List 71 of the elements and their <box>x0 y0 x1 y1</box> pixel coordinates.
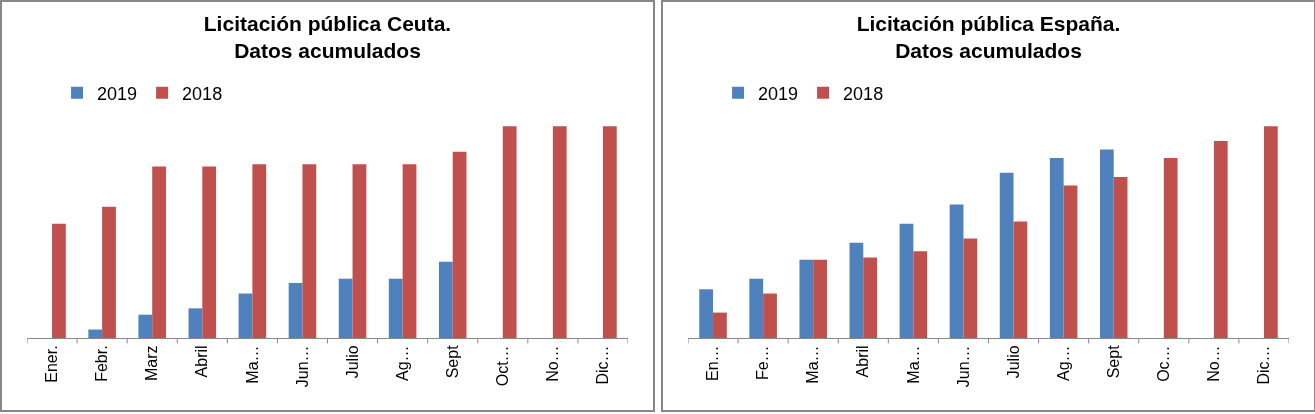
bar <box>438 261 453 338</box>
legend-label: 2019 <box>758 83 799 104</box>
bar <box>88 329 103 338</box>
x-tick-label: Jun… <box>954 345 972 388</box>
bar <box>699 289 714 338</box>
bar <box>288 282 303 338</box>
bar <box>813 259 827 338</box>
x-tick-label: Sept <box>443 344 461 379</box>
bar <box>963 238 978 338</box>
x-tick-label: Ma… <box>904 345 922 384</box>
bar <box>1263 126 1278 338</box>
x-tick-label: Abril <box>193 345 211 378</box>
bar <box>238 293 253 338</box>
x-tick-label: No… <box>1205 345 1223 382</box>
x-tick-label: Ma… <box>804 345 822 384</box>
x-tick-label: No… <box>544 345 562 382</box>
bar <box>452 151 467 338</box>
bar <box>302 164 317 338</box>
x-tick-label: Oc… <box>1154 345 1172 382</box>
bar <box>338 278 353 338</box>
bar <box>899 223 914 338</box>
bar <box>388 278 403 338</box>
bar <box>1163 158 1178 338</box>
bar <box>949 204 964 338</box>
bar <box>552 126 567 338</box>
bar <box>749 278 764 338</box>
chart-title: Licitación pública Ceuta. Datos acumulados <box>203 11 452 62</box>
x-tick-label: Sept <box>1104 344 1122 379</box>
bar <box>152 166 166 338</box>
x-tick-label: Febr. <box>93 345 111 382</box>
bar <box>1013 221 1028 338</box>
bar <box>1213 141 1228 338</box>
bar <box>52 223 66 338</box>
bar <box>188 308 203 338</box>
bar <box>1099 149 1114 338</box>
x-tick-label: Ma… <box>243 345 261 384</box>
x-tick-label: Dic… <box>594 345 612 385</box>
legend-label: 2019 <box>97 83 138 104</box>
bar <box>763 293 777 338</box>
x-tick-label: Abril <box>854 345 872 378</box>
bar <box>1049 158 1064 338</box>
bar <box>202 166 217 338</box>
x-tick-label: Julio <box>1004 345 1022 379</box>
chart-title: Licitación pública España. Datos acumulados <box>856 11 1121 62</box>
bar <box>863 257 878 338</box>
legend-label: 2018 <box>182 83 223 104</box>
bar <box>602 126 617 338</box>
bar <box>849 242 864 338</box>
legend-label: 2018 <box>843 83 884 104</box>
bar <box>1063 185 1078 338</box>
x-tick-label: Fe… <box>754 345 772 381</box>
bar <box>913 251 928 338</box>
x-tick-label: Ag… <box>1054 345 1072 381</box>
bar <box>252 164 267 338</box>
bar <box>138 314 153 338</box>
bar <box>799 259 814 338</box>
x-tick-label: Jun… <box>293 345 311 388</box>
bar <box>1113 177 1128 338</box>
x-tick-label: Oct… <box>493 345 511 387</box>
bar <box>102 206 116 338</box>
x-tick-label: Julio <box>343 345 361 379</box>
bar <box>713 312 727 338</box>
bar <box>352 164 367 338</box>
x-tick-label: Ener. <box>43 345 61 383</box>
x-tick-label: Marz <box>143 345 161 381</box>
bar <box>402 164 417 338</box>
x-tick-label: Ag… <box>393 345 411 381</box>
bar <box>502 126 517 338</box>
bar <box>999 172 1014 338</box>
x-tick-label: En… <box>704 345 722 381</box>
x-tick-label: Dic… <box>1255 345 1273 385</box>
